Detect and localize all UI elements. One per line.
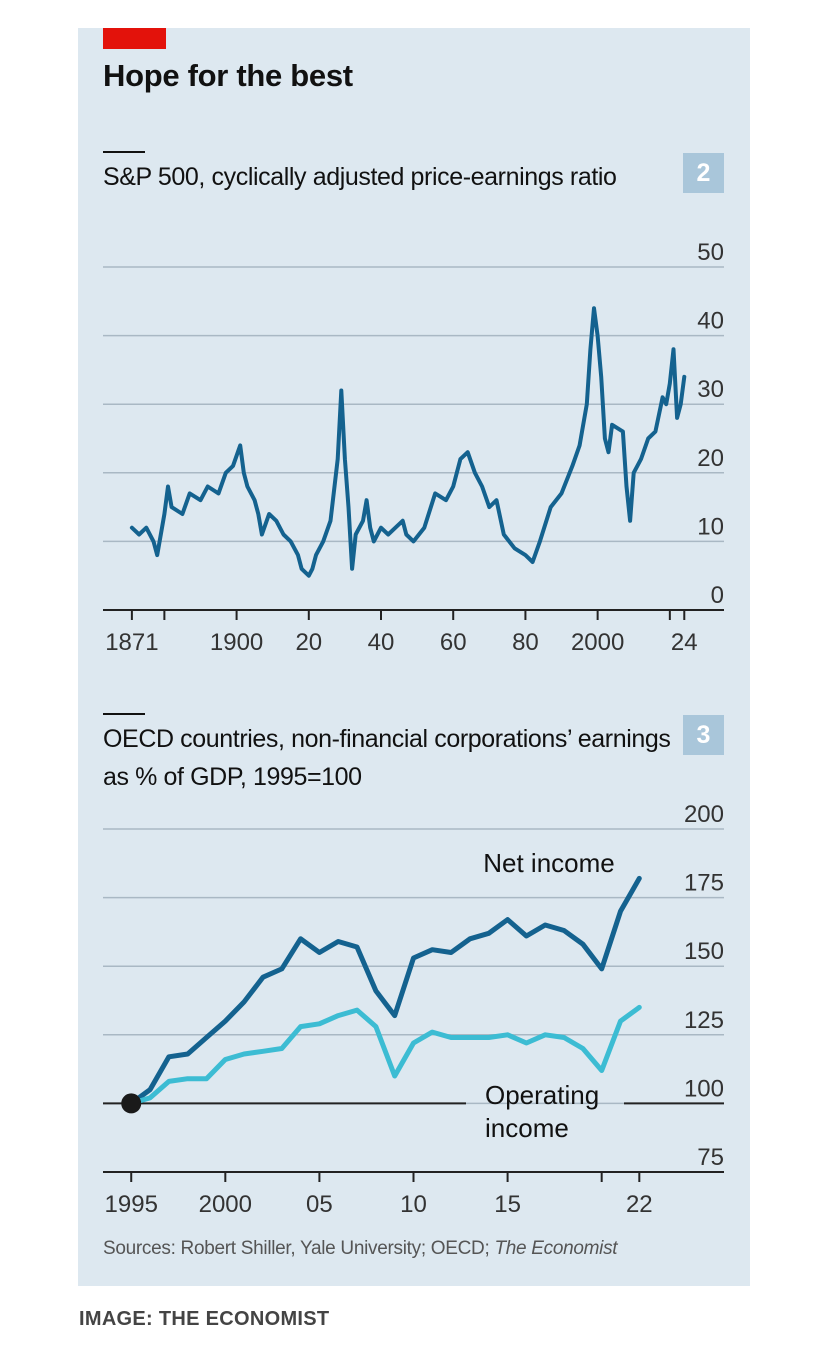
chart2-x-tick-label: 1900 xyxy=(210,629,263,656)
chart2-y-tick-label: 50 xyxy=(697,239,724,266)
chart2-y-tick-label: 40 xyxy=(697,308,724,335)
chart3-label-net-income: Net income xyxy=(483,848,615,878)
chart3-x-tick-label: 22 xyxy=(626,1191,653,1218)
chart3-y-tick-label: 200 xyxy=(684,801,724,828)
chart3-x-tick-label: 1995 xyxy=(105,1191,158,1218)
chart3-x-tick-label: 05 xyxy=(306,1191,333,1218)
chart2-series-cape xyxy=(129,306,687,578)
source-text: Sources: Robert Shiller, Yale University… xyxy=(103,1238,495,1259)
chart3-x-tick-label: 15 xyxy=(494,1191,521,1218)
chart2-y-tick-label: 10 xyxy=(697,513,724,540)
chart2-badge: 2 xyxy=(683,153,724,193)
chart3-series-net-income xyxy=(128,875,642,1106)
red-tag xyxy=(103,28,166,49)
chart2-y-tick-label: 20 xyxy=(697,445,724,472)
chart3-origin-dot xyxy=(121,1093,142,1114)
chart3-x-tick-label: 10 xyxy=(400,1191,427,1218)
chart3-title: OECD countries, non-financial corporatio… xyxy=(103,725,671,791)
chart3-y-tick-label: 125 xyxy=(684,1007,724,1034)
chart2-x-tick-label: 20 xyxy=(295,629,322,656)
chart3-x-tick-label: 2000 xyxy=(199,1191,252,1218)
chart2-y-tick-label: 30 xyxy=(697,376,724,403)
chart2-x-tick-label: 80 xyxy=(512,629,539,656)
image-credit: IMAGE: THE ECONOMIST xyxy=(79,1308,330,1330)
chart2-x-tick-label: 24 xyxy=(671,629,698,656)
chart2-x-tick-label: 40 xyxy=(368,629,395,656)
chart2-x-tick-label: 2000 xyxy=(571,629,624,656)
chart3-y-tick-label: 150 xyxy=(684,938,724,965)
chart3-badge: 3 xyxy=(683,715,724,755)
source-italic: The Economist xyxy=(494,1238,618,1259)
chart2-rule xyxy=(103,151,145,153)
chart3-label-operating-income: Operating income xyxy=(485,1080,599,1143)
chart2-x-tick-label: 1871 xyxy=(105,629,158,656)
chart2-title: S&P 500, cyclically adjusted price-earni… xyxy=(103,163,617,191)
chart3-y-tick-label: 75 xyxy=(697,1144,724,1171)
chart3-series-operating-income xyxy=(128,1004,642,1106)
chart2-y-tick-label: 0 xyxy=(711,582,724,609)
chart2-x-tick-label: 60 xyxy=(440,629,467,656)
chart3-y-tick-label: 175 xyxy=(684,870,724,897)
chart3-rule xyxy=(103,713,145,715)
chart3-y-tick-label: 100 xyxy=(684,1075,724,1102)
headline: Hope for the best xyxy=(103,58,353,93)
source-note: Sources: Robert Shiller, Yale University… xyxy=(103,1238,618,1260)
